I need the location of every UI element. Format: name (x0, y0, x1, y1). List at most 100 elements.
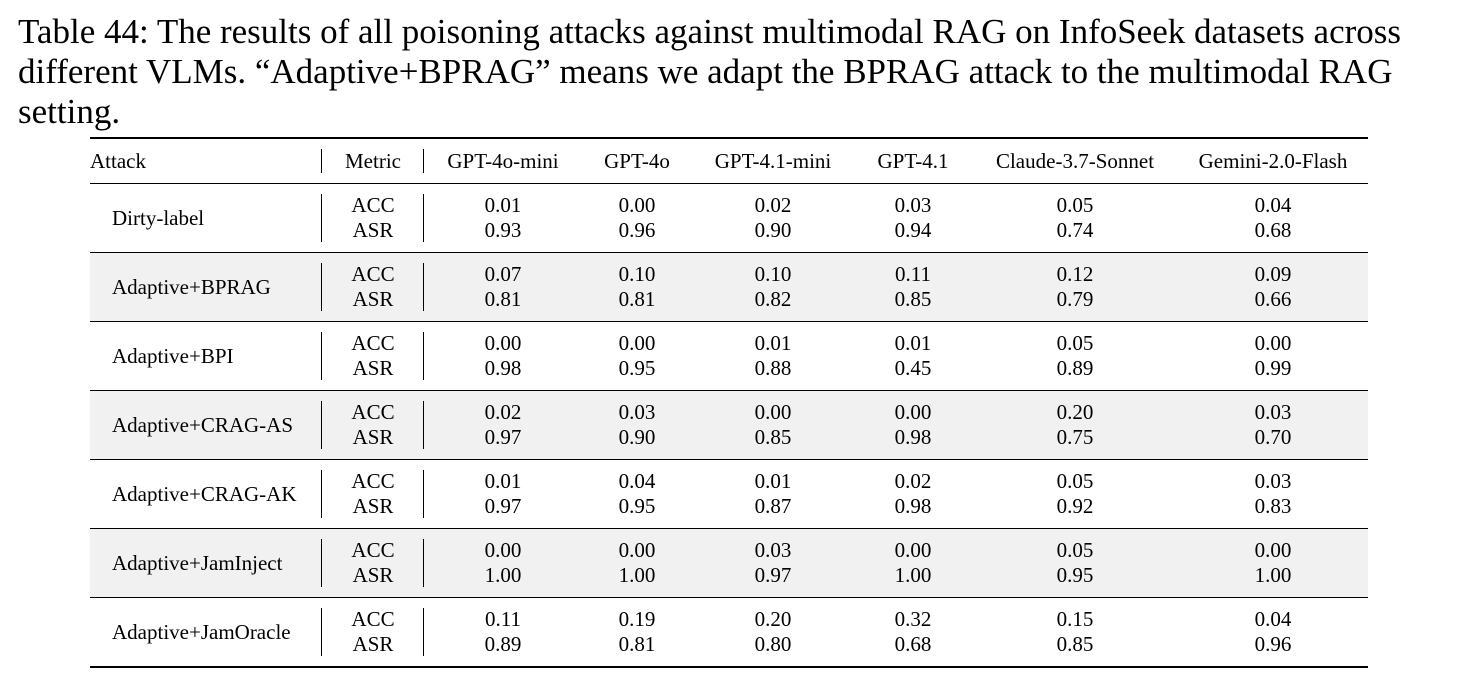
metric-label: ASR (352, 425, 394, 449)
metric-label: ACC (351, 331, 395, 355)
asr-value: 0.95 (618, 494, 656, 518)
asr-value: 1.00 (618, 563, 656, 587)
asr-value: 0.97 (754, 563, 792, 587)
asr-value: 0.88 (754, 356, 792, 380)
metric-cell: ACC ASR (322, 390, 424, 460)
acc-value: 0.01 (754, 331, 792, 355)
asr-value: 0.90 (618, 425, 656, 449)
header-model: GPT-4.1-mini (714, 148, 832, 173)
attack-name: Adaptive+BPRAG (90, 252, 322, 322)
value-cell: 0.05 0.74 (972, 184, 1178, 253)
value-cell: 0.19 0.81 (582, 598, 692, 668)
value-cell: 0.15 0.85 (972, 598, 1178, 668)
value-cell: 0.01 0.97 (424, 460, 582, 529)
acc-value: 0.11 (895, 262, 931, 286)
metric-cell: ACC ASR (322, 598, 424, 668)
table-row: Adaptive+JamOracle ACC ASR 0.11 0.89 0.19 0.81… (90, 598, 1368, 668)
value-cell: 0.00 0.85 (692, 390, 854, 460)
acc-value: 0.12 (1056, 262, 1094, 286)
asr-value: 0.90 (754, 218, 792, 242)
asr-value: 0.98 (894, 494, 932, 518)
asr-value: 1.00 (1254, 563, 1292, 587)
metric-cell: ACC ASR (322, 528, 424, 598)
acc-value: 0.01 (484, 193, 522, 217)
metric-label: ASR (352, 218, 394, 242)
metric-label: ASR (352, 632, 394, 656)
attack-name: Dirty-label (90, 184, 322, 253)
table-row: Adaptive+JamInject ACC ASR 0.00 1.00 0.00 1.00… (90, 528, 1368, 598)
asr-value: 0.98 (894, 425, 932, 449)
acc-value: 0.00 (618, 193, 656, 217)
asr-value: 0.85 (1056, 632, 1094, 656)
asr-value: 0.94 (894, 218, 932, 242)
value-cell: 0.10 0.81 (582, 252, 692, 322)
attack-name: Adaptive+JamOracle (90, 598, 322, 668)
value-cell: 0.03 0.70 (1178, 390, 1368, 460)
value-cell: 0.03 0.90 (582, 390, 692, 460)
value-cell: 0.32 0.68 (854, 598, 972, 668)
value-cell: 0.00 1.00 (1178, 528, 1368, 598)
asr-value: 0.89 (1056, 356, 1094, 380)
metric-label: ACC (351, 193, 395, 217)
asr-value: 0.80 (754, 632, 792, 656)
header-model: GPT-4o-mini (447, 148, 559, 173)
attack-name: Adaptive+CRAG-AK (90, 460, 322, 529)
asr-value: 0.85 (754, 425, 792, 449)
acc-value: 0.00 (894, 400, 932, 424)
acc-value: 0.03 (754, 538, 792, 562)
metric-cell: ACC ASR (322, 252, 424, 322)
asr-value: 0.81 (618, 632, 656, 656)
asr-value: 0.82 (754, 287, 792, 311)
acc-value: 0.10 (754, 262, 792, 286)
value-cell: 0.05 0.89 (972, 322, 1178, 391)
value-cell: 0.09 0.66 (1178, 252, 1368, 322)
value-cell: 0.02 0.90 (692, 184, 854, 253)
value-cell: 0.04 0.96 (1178, 598, 1368, 668)
metric-label: ACC (351, 607, 395, 631)
value-cell: 0.10 0.82 (692, 252, 854, 322)
metric-label: ACC (351, 262, 395, 286)
value-cell: 0.00 0.98 (854, 390, 972, 460)
value-cell: 0.12 0.79 (972, 252, 1178, 322)
asr-value: 0.96 (618, 218, 656, 242)
table-row: Dirty-label ACC ASR 0.01 0.93 0.00 0.96 0.02 0.9… (90, 184, 1368, 253)
acc-value: 0.00 (618, 538, 656, 562)
value-cell: 0.04 0.95 (582, 460, 692, 529)
metric-label: ASR (352, 287, 394, 311)
metric-label: ASR (352, 494, 394, 518)
acc-value: 0.05 (1056, 193, 1094, 217)
value-cell: 0.11 0.85 (854, 252, 972, 322)
value-cell: 0.01 0.87 (692, 460, 854, 529)
asr-value: 0.97 (484, 425, 522, 449)
value-cell: 0.03 0.94 (854, 184, 972, 253)
acc-value: 0.01 (484, 469, 522, 493)
asr-value: 0.89 (484, 632, 522, 656)
acc-value: 0.02 (894, 469, 932, 493)
value-cell: 0.04 0.68 (1178, 184, 1368, 253)
table-body: Dirty-label ACC ASR 0.01 0.93 0.00 0.96 0.02 0.9… (90, 184, 1368, 668)
acc-value: 0.00 (618, 331, 656, 355)
asr-value: 0.95 (1056, 563, 1094, 587)
acc-value: 0.20 (1056, 400, 1094, 424)
acc-value: 0.00 (484, 538, 522, 562)
value-cell: 0.20 0.80 (692, 598, 854, 668)
metric-cell: ACC ASR (322, 322, 424, 391)
acc-value: 0.04 (618, 469, 656, 493)
value-cell: 0.00 1.00 (424, 528, 582, 598)
metric-label: ACC (351, 469, 395, 493)
asr-value: 0.74 (1056, 218, 1094, 242)
header-row: Attack Metric GPT-4o-mini GPT-4o GPT-4.1… (90, 138, 1368, 184)
header-model: GPT-4o (604, 148, 670, 173)
acc-value: 0.01 (894, 331, 932, 355)
acc-value: 0.32 (894, 607, 932, 631)
value-cell: 0.05 0.95 (972, 528, 1178, 598)
attack-name: Adaptive+JamInject (90, 528, 322, 598)
acc-value: 0.02 (754, 193, 792, 217)
value-cell: 0.03 0.83 (1178, 460, 1368, 529)
asr-value: 0.92 (1056, 494, 1094, 518)
acc-value: 0.04 (1254, 193, 1292, 217)
asr-value: 1.00 (894, 563, 932, 587)
value-cell: 0.02 0.98 (854, 460, 972, 529)
asr-value: 0.93 (484, 218, 522, 242)
asr-value: 0.85 (894, 287, 932, 311)
